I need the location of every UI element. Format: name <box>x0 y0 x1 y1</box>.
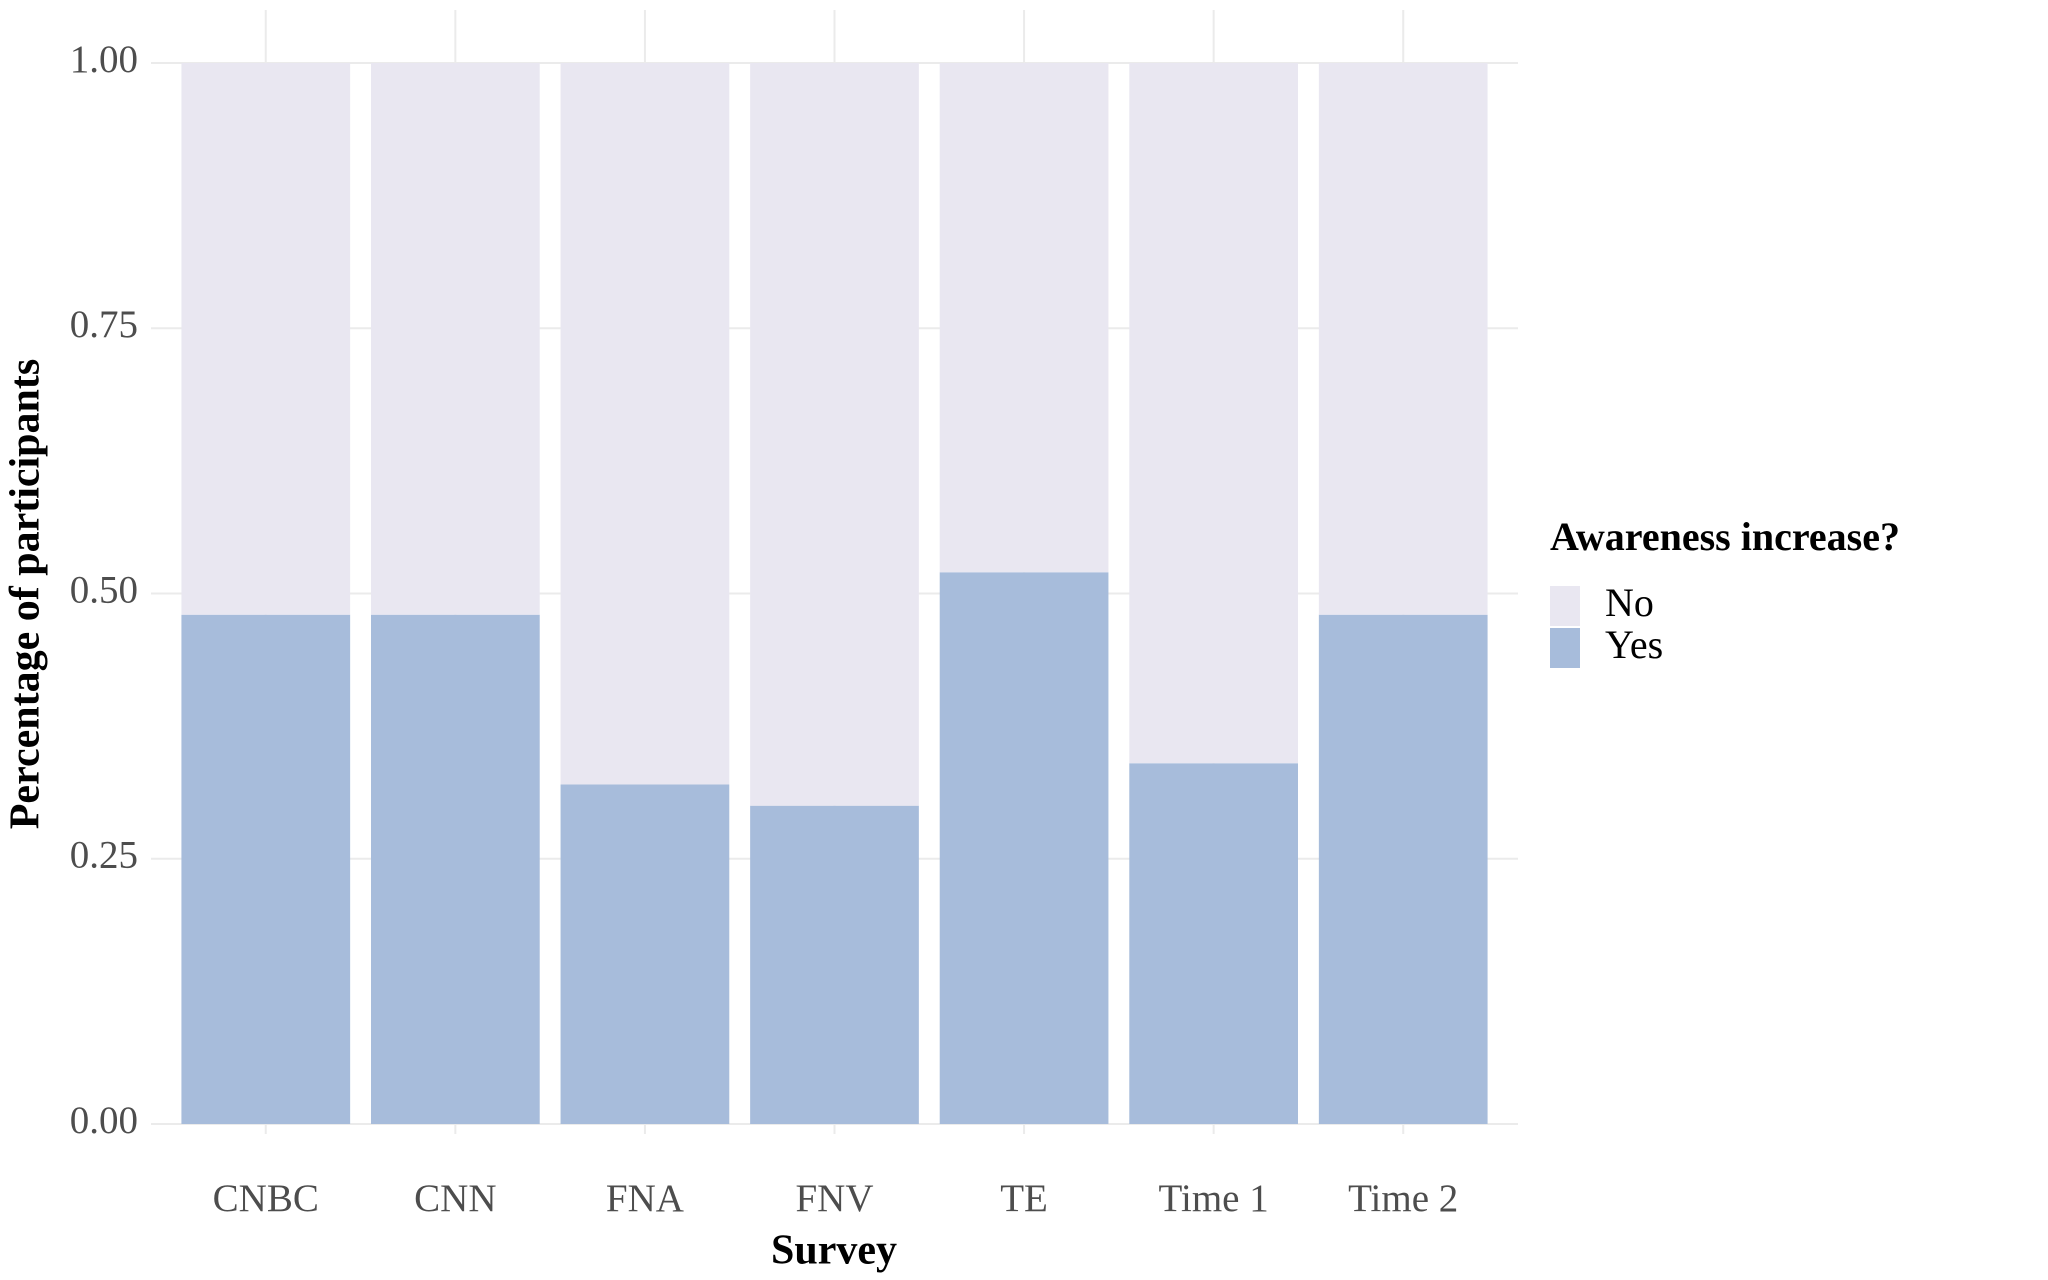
y-tick-label: 0.00 <box>70 1099 138 1142</box>
bar-segment <box>1129 763 1299 1124</box>
legend-label: Yes <box>1605 622 1663 667</box>
bar-segment <box>939 572 1109 1124</box>
x-axis-title: Survey <box>771 1228 897 1274</box>
y-tick-label: 0.75 <box>70 303 138 346</box>
bar-segment <box>181 63 351 615</box>
bar-segment <box>750 805 919 1124</box>
legend-key <box>1550 628 1580 668</box>
x-tick-label: CNN <box>414 1177 496 1220</box>
legend-title: Awareness increase? <box>1550 514 1900 559</box>
bar-segment <box>181 614 351 1124</box>
bar-segment <box>750 63 919 806</box>
y-tick-label: 0.50 <box>70 568 138 611</box>
legend-key <box>1550 586 1580 626</box>
bar-segment <box>370 63 540 615</box>
x-tick-label: CNBC <box>213 1177 319 1220</box>
x-tick-label: FNA <box>606 1177 684 1220</box>
x-tick-label: FNV <box>795 1177 873 1220</box>
x-tick-label: Time 2 <box>1348 1177 1458 1220</box>
legend-label: No <box>1605 580 1654 625</box>
y-tick-label: 0.25 <box>70 834 138 877</box>
bar-segment <box>1318 63 1488 615</box>
y-axis-title: Percentage of participants <box>3 359 49 829</box>
bar-segment <box>560 784 730 1124</box>
bar-segment <box>560 63 730 785</box>
bar-segment <box>939 63 1109 573</box>
bar-segment <box>1129 63 1299 764</box>
y-tick-label: 1.00 <box>70 38 138 81</box>
bar-segment <box>1318 614 1488 1124</box>
x-tick-label: Time 1 <box>1159 1177 1269 1220</box>
x-tick-label: TE <box>1000 1177 1048 1220</box>
bar-segment <box>370 614 540 1124</box>
